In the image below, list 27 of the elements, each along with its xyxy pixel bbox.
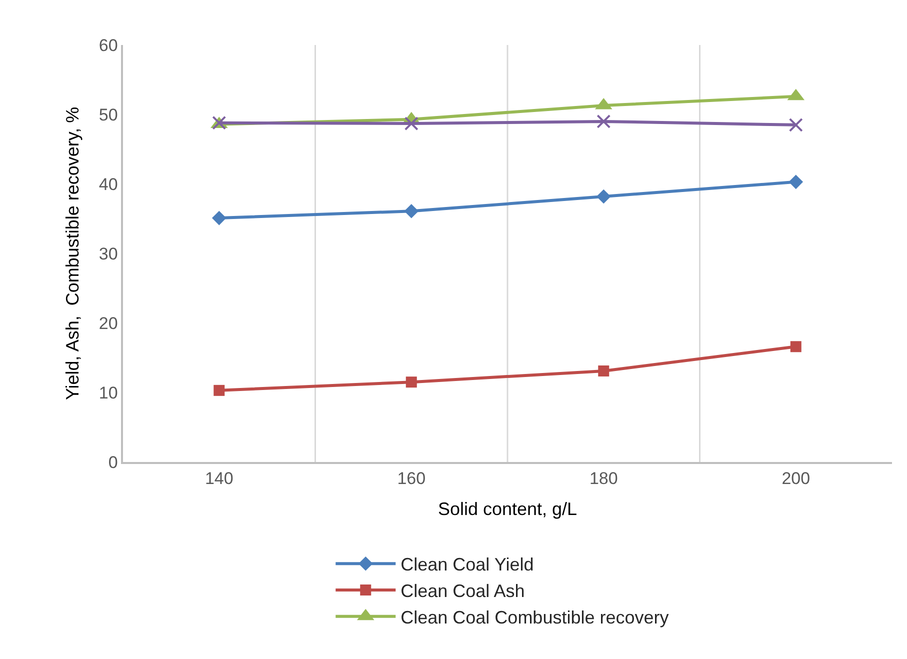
- y-tick-label: 60: [98, 36, 118, 55]
- point: [214, 384, 225, 396]
- x-tick-label: 160: [397, 469, 426, 488]
- x-tick-label: 140: [204, 469, 234, 488]
- legend-label: Clean Coal Yield: [400, 554, 534, 575]
- y-tick-label: 30: [98, 244, 118, 264]
- point: [788, 174, 804, 190]
- point: [788, 118, 803, 132]
- point: [790, 341, 802, 352]
- x-axis-title: Solid content, g/L: [438, 498, 578, 519]
- point: [596, 114, 611, 128]
- y-axis-title: Yield, Ash, Combustible recovery, %: [62, 106, 83, 400]
- point: [404, 204, 419, 218]
- point: [404, 116, 418, 131]
- y-tick-label: 40: [98, 174, 118, 194]
- point: [596, 189, 611, 204]
- point: [406, 376, 417, 388]
- y-tick-label: 20: [98, 314, 118, 333]
- legend-label: Clean Coal Combustible recovery: [400, 607, 669, 628]
- legend-label: Clean Coal Ash: [400, 581, 525, 602]
- y-tick-label: 50: [98, 105, 118, 124]
- y-tick-label: 0: [108, 452, 118, 472]
- x-tick-label: 200: [782, 469, 810, 488]
- point: [598, 365, 610, 376]
- point: [212, 210, 226, 226]
- y-tick-label: 10: [98, 383, 118, 402]
- x-tick-label: 180: [589, 469, 618, 488]
